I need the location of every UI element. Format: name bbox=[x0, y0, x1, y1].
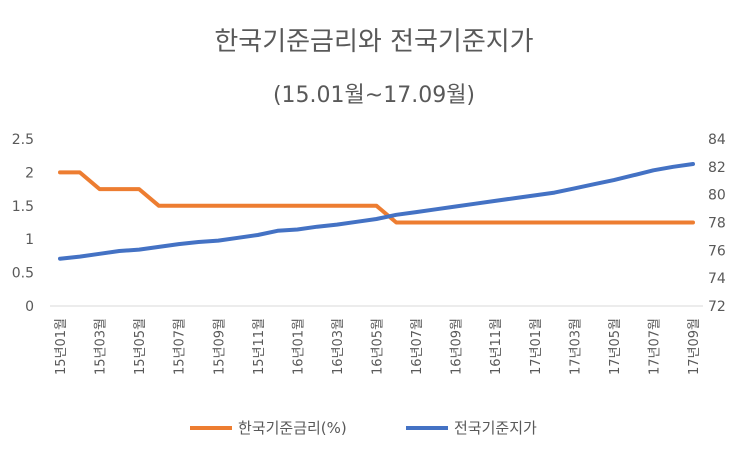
chart-subtitle: (15.01월~17.09월) bbox=[273, 83, 475, 108]
y-left-tick-label: 1.5 bbox=[12, 199, 34, 215]
x-tick-label: 17년05월 bbox=[608, 318, 623, 375]
y-right-tick-label: 74 bbox=[708, 271, 726, 287]
right-axis: 72 74 76 78 80 82 84 bbox=[708, 132, 726, 315]
x-tick-label: 17년03월 bbox=[568, 318, 583, 375]
y-left-tick-label: 1 bbox=[25, 232, 34, 248]
x-axis: 15년01월 15년03월 15년05월 15년07월 15년09월 15년11월 16년0… bbox=[54, 318, 702, 375]
x-tick-label: 15년09월 bbox=[212, 318, 227, 375]
y-left-tick-label: 2.5 bbox=[12, 132, 34, 148]
x-tick-label: 16년09월 bbox=[450, 318, 465, 375]
x-tick-label: 15년07월 bbox=[173, 318, 188, 375]
chart-title: 한국기준금리와 전국기준지가 bbox=[214, 27, 533, 57]
x-tick-label: 16년11월 bbox=[489, 318, 504, 375]
y-left-tick-label: 2 bbox=[25, 165, 34, 181]
left-axis: 0 0.5 1 1.5 2 2.5 bbox=[12, 132, 34, 315]
y-right-tick-label: 72 bbox=[708, 299, 726, 315]
legend-label-land-price: 전국기준지가 bbox=[454, 419, 537, 437]
y-right-tick-label: 84 bbox=[708, 132, 726, 148]
x-tick-label: 15년05월 bbox=[133, 318, 148, 375]
legend-label-rate: 한국기준금리(%) bbox=[238, 419, 347, 437]
y-left-tick-label: 0 bbox=[25, 299, 34, 315]
x-tick-label: 15년11월 bbox=[252, 318, 267, 375]
y-right-tick-label: 80 bbox=[708, 188, 726, 204]
x-tick-label: 15년01월 bbox=[54, 318, 69, 375]
series-line-rate bbox=[58, 170, 695, 225]
x-tick-label: 16년03월 bbox=[331, 318, 346, 375]
series-line-land-price bbox=[58, 162, 695, 261]
x-tick-label: 15년03월 bbox=[94, 318, 109, 375]
legend: 한국기준금리(%) 전국기준지가 bbox=[190, 419, 537, 437]
x-tick-label: 16년05월 bbox=[371, 318, 386, 375]
x-tick-label: 17년07월 bbox=[647, 318, 662, 375]
x-tick-label: 17년01월 bbox=[529, 318, 544, 375]
y-left-tick-label: 0.5 bbox=[12, 266, 34, 282]
y-right-tick-label: 82 bbox=[708, 160, 726, 176]
x-tick-label: 17년09월 bbox=[687, 318, 702, 375]
x-tick-label: 16년01월 bbox=[291, 318, 306, 375]
plot-area bbox=[58, 162, 695, 261]
x-tick-label: 16년07월 bbox=[410, 318, 425, 375]
y-right-tick-label: 78 bbox=[708, 216, 726, 232]
y-right-tick-label: 76 bbox=[708, 243, 726, 259]
